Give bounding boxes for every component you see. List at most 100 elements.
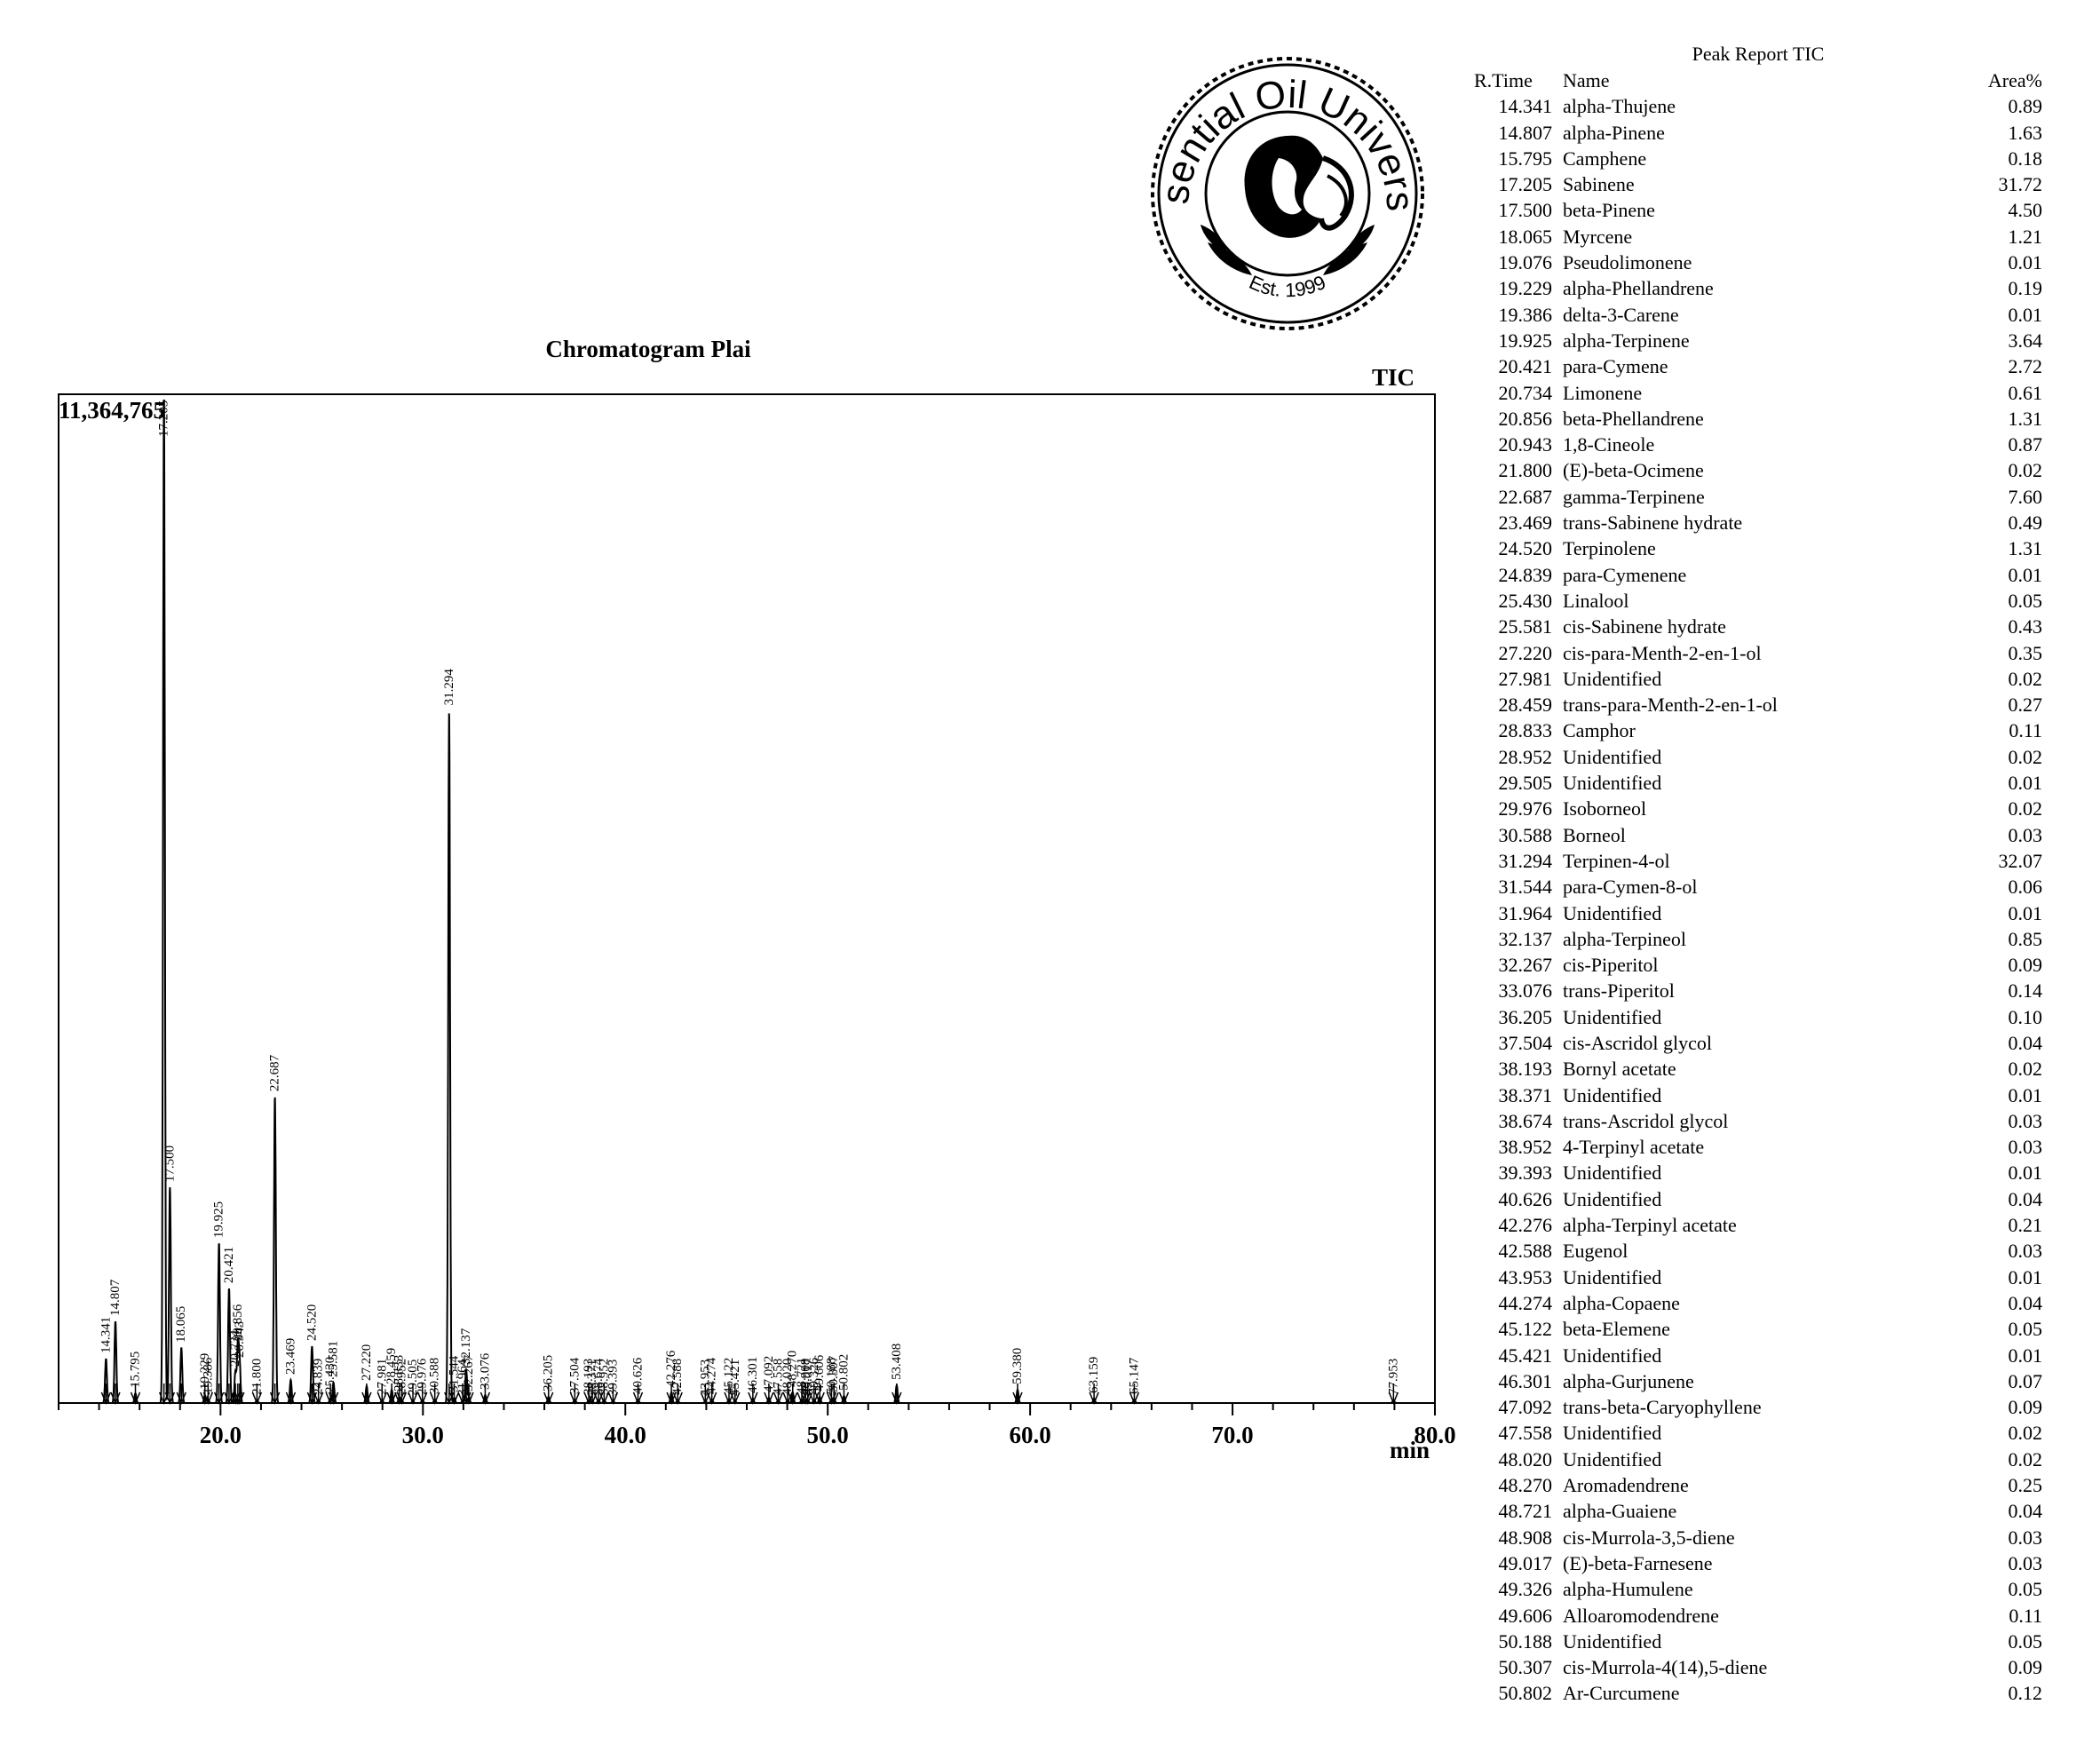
cell-area: 0.09 xyxy=(2008,1656,2043,1679)
cell-name: trans-Ascridol glycol xyxy=(1563,1109,1729,1132)
peak-marker xyxy=(1089,1383,1099,1405)
peak-label: 28.952 xyxy=(394,1359,408,1395)
university-seal-logo: Essential Oil University Est. 1999 xyxy=(1145,52,1424,330)
cell-rtime: 23.469 xyxy=(1498,511,1553,535)
peak-marker xyxy=(607,1383,619,1405)
x-tick-label: 60.0 xyxy=(1009,1422,1050,1448)
peak-label: 49.606 xyxy=(812,1354,827,1391)
cell-name: Myrcene xyxy=(1563,225,1633,248)
peak-label: 46.301 xyxy=(746,1357,760,1393)
cell-rtime: 36.205 xyxy=(1498,1005,1553,1028)
cell-rtime: 14.807 xyxy=(1498,121,1553,144)
table-row: 14.807 alpha-Pinene 1.63 xyxy=(1474,120,2043,146)
cell-area: 0.35 xyxy=(2008,641,2043,664)
cell-area: 0.01 xyxy=(2008,901,2043,924)
peak-label: 50.802 xyxy=(836,1354,851,1391)
peak-label: 32.137 xyxy=(459,1328,473,1365)
cell-area: 0.01 xyxy=(2008,303,2043,326)
cell-area: 0.02 xyxy=(2008,667,2043,690)
peak-marker xyxy=(838,1383,850,1405)
peak-label: 19.925 xyxy=(212,1201,226,1238)
cell-rtime: 20.856 xyxy=(1498,407,1553,430)
peak-marker xyxy=(1129,1383,1140,1405)
cell-rtime: 20.734 xyxy=(1498,381,1553,404)
peak-label: 38.952 xyxy=(597,1359,611,1395)
table-row: 48.270 Aromadendrene 0.25 xyxy=(1474,1472,2043,1498)
cell-name: trans-beta-Caryophyllene xyxy=(1563,1396,1762,1419)
cell-name: Unidentified xyxy=(1563,1629,1662,1653)
cell-rtime: 25.581 xyxy=(1498,615,1553,638)
y-max-label: 11,364,765 xyxy=(59,397,166,424)
table-row: 18.065 Myrcene 1.21 xyxy=(1474,224,2043,250)
cell-rtime: 47.558 xyxy=(1498,1422,1553,1445)
peak-marker xyxy=(130,1383,141,1405)
cell-rtime: 29.976 xyxy=(1498,797,1553,821)
cell-name: gamma-Terpinene xyxy=(1563,485,1705,508)
cell-area: 0.02 xyxy=(2008,1058,2043,1081)
cell-rtime: 38.952 xyxy=(1498,1136,1553,1159)
cell-area: 0.01 xyxy=(2008,1083,2043,1106)
table-row: 47.092 trans-beta-Caryophyllene 0.09 xyxy=(1474,1394,2043,1420)
cell-area: 0.49 xyxy=(2008,511,2043,535)
cell-rtime: 31.544 xyxy=(1498,876,1553,899)
peak-label: 28.459 xyxy=(384,1348,399,1384)
cell-area: 31.72 xyxy=(1998,173,2043,196)
cell-rtime: 38.193 xyxy=(1498,1058,1553,1081)
cell-area: 1.31 xyxy=(2008,407,2043,430)
cell-rtime: 24.839 xyxy=(1498,563,1553,586)
table-row: 45.421 Unidentified 0.01 xyxy=(1474,1343,2043,1368)
cell-name: alpha-Terpinyl acetate xyxy=(1563,1214,1737,1237)
peak-label: 53.408 xyxy=(890,1344,904,1380)
x-tick-label: 70.0 xyxy=(1211,1422,1253,1448)
cell-area: 0.03 xyxy=(2008,1136,2043,1159)
peak-marker xyxy=(748,1383,758,1405)
peak-label: 19.229 xyxy=(198,1353,212,1390)
cell-area: 0.85 xyxy=(2008,927,2043,950)
cell-area: 4.50 xyxy=(2008,199,2043,222)
cell-rtime: 33.076 xyxy=(1498,979,1553,1003)
cell-name: cis-Sabinene hydrate xyxy=(1563,615,1726,638)
peak-marker xyxy=(328,1383,339,1405)
cell-rtime: 21.800 xyxy=(1498,459,1553,482)
cell-name: trans-Sabinene hydrate xyxy=(1563,511,1743,535)
tic-trace-line xyxy=(59,400,1435,1405)
cell-rtime: 39.393 xyxy=(1498,1161,1553,1185)
peak-marker xyxy=(828,1383,839,1405)
peak-label: 29.976 xyxy=(416,1358,430,1395)
cell-rtime: 24.520 xyxy=(1498,537,1553,560)
cell-name: Linalool xyxy=(1563,589,1629,612)
cell-area: 2.72 xyxy=(2008,355,2043,378)
cell-name: alpha-Pinene xyxy=(1563,121,1665,144)
cell-name: cis-Ascridol glycol xyxy=(1563,1031,1713,1054)
cell-rtime: 47.092 xyxy=(1498,1396,1553,1419)
peak-marker xyxy=(386,1383,397,1405)
cell-area: 0.05 xyxy=(2008,589,2043,612)
peak-label: 45.122 xyxy=(722,1358,736,1394)
peak-marker xyxy=(764,1383,774,1405)
table-row: 45.122 beta-Elemene 0.05 xyxy=(1474,1316,2043,1342)
cell-rtime: 48.908 xyxy=(1498,1526,1553,1549)
table-row: 28.833 Camphor 0.11 xyxy=(1474,717,2043,743)
cell-rtime: 43.953 xyxy=(1498,1265,1553,1288)
peak-label: 47.092 xyxy=(762,1356,776,1392)
cell-rtime: 15.795 xyxy=(1498,147,1553,170)
peak-label: 23.469 xyxy=(283,1338,297,1375)
table-row: 32.267 cis-Piperitol 0.09 xyxy=(1474,952,2043,978)
table-row: 39.393 Unidentified 0.01 xyxy=(1474,1160,2043,1185)
peak-marker xyxy=(376,1383,387,1405)
x-axis-unit: min xyxy=(1390,1437,1430,1463)
cell-rtime: 28.459 xyxy=(1498,694,1553,717)
cell-name: Unidentified xyxy=(1563,901,1662,924)
peak-label: 40.626 xyxy=(631,1357,646,1394)
peak-label: 45.421 xyxy=(728,1360,742,1396)
cell-rtime: 37.504 xyxy=(1498,1031,1553,1054)
cell-name: para-Cymen-8-ol xyxy=(1563,876,1698,899)
peak-label: 77.953 xyxy=(1386,1359,1400,1395)
table-row: 20.856 beta-Phellandrene 1.31 xyxy=(1474,406,2043,432)
cell-rtime: 19.076 xyxy=(1498,251,1553,274)
cell-name: cis-Murrola-3,5-diene xyxy=(1563,1526,1735,1549)
cell-name: cis-Piperitol xyxy=(1563,954,1659,977)
cell-rtime: 19.229 xyxy=(1498,277,1553,300)
cell-area: 0.10 xyxy=(2008,1005,2043,1028)
